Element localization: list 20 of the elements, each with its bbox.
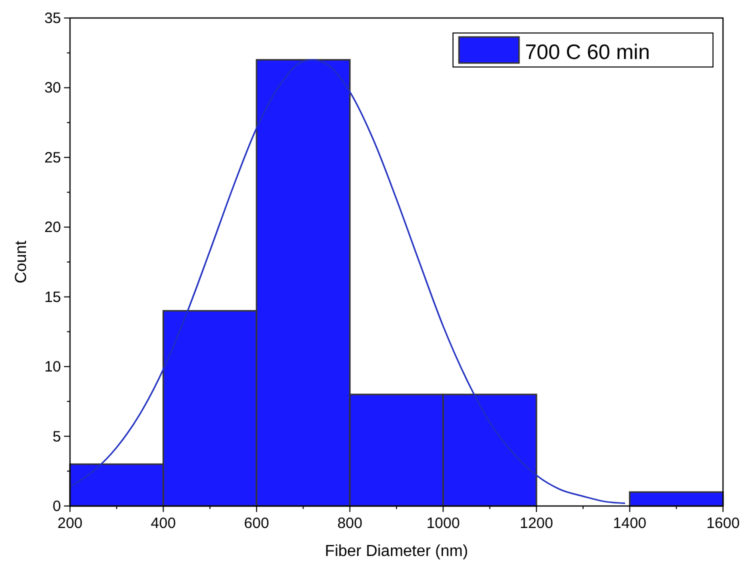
y-tick-label: 10 — [44, 358, 61, 376]
y-tick-label: 20 — [44, 219, 61, 236]
x-axis-title: Fiber Diameter (nm) — [324, 543, 468, 560]
y-tick-label: 30 — [44, 80, 61, 97]
line-series — [69, 59, 626, 504]
x-tick-label: 600 — [244, 515, 270, 532]
x-tick-label: 1400 — [613, 515, 646, 532]
x-tick-label: 400 — [150, 515, 176, 532]
x-tick-label: 800 — [337, 515, 362, 532]
legend-label: 700 C 60 min — [525, 41, 650, 64]
x-tick-label: 1200 — [520, 515, 554, 532]
x-tick-label: 1600 — [706, 515, 740, 532]
y-tick-label: 15 — [44, 288, 61, 306]
x-tick-label: 200 — [57, 515, 83, 532]
y-tick-label: 5 — [52, 428, 61, 446]
y-tick-label: 25 — [44, 149, 61, 166]
y-tick-label: 35 — [44, 10, 61, 27]
x-tick-label: 1000 — [426, 515, 460, 532]
y-axis-title: Count — [13, 240, 30, 284]
y-tick-label: 0 — [52, 498, 61, 515]
